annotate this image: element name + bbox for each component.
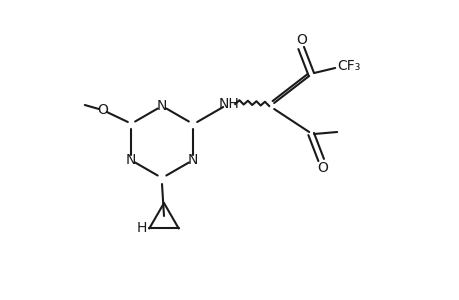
Text: N: N	[188, 153, 198, 167]
Text: H: H	[137, 220, 147, 235]
Text: N: N	[157, 99, 167, 113]
Text: NH: NH	[218, 97, 239, 111]
Text: N: N	[125, 153, 136, 167]
Text: O: O	[296, 33, 307, 47]
Text: O: O	[97, 103, 108, 117]
Text: CF₃: CF₃	[337, 59, 360, 73]
Text: O: O	[317, 161, 328, 175]
